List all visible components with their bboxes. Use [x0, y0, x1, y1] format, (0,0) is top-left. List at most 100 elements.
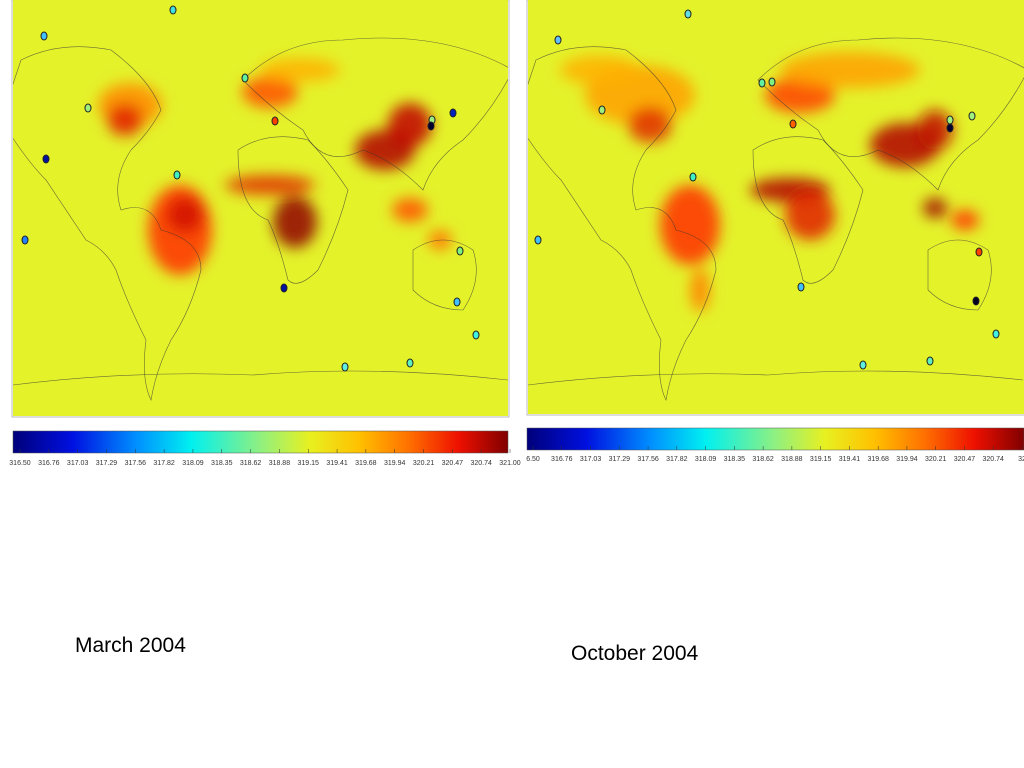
- hotspot: [260, 58, 340, 82]
- coastline: [412, 239, 477, 311]
- coastline: [752, 136, 864, 284]
- station-marker: [472, 330, 480, 340]
- station-marker: [992, 329, 1000, 339]
- map-image: [528, 0, 1024, 414]
- colorbar-label: 316.50: [9, 460, 31, 467]
- colorbar-label: 321.00: [499, 460, 521, 467]
- hotspot: [628, 107, 672, 143]
- colorbar-label: 32: [1018, 456, 1024, 463]
- station-marker: [406, 358, 414, 368]
- hotspot: [951, 210, 979, 230]
- colorbar-label: 318.62: [240, 460, 262, 467]
- station-marker: [169, 5, 177, 15]
- colorbar-label: 319.68: [867, 456, 889, 463]
- station-marker: [768, 77, 776, 87]
- hotspot: [388, 103, 432, 147]
- map-image: [13, 0, 508, 416]
- station-marker: [758, 78, 766, 88]
- colorbar-label: 317.56: [125, 460, 147, 467]
- hotspot: [917, 110, 953, 150]
- map-background: [13, 0, 508, 416]
- station-marker: [42, 154, 50, 164]
- station-marker: [926, 356, 934, 366]
- hotspot: [785, 190, 835, 240]
- station-marker: [449, 108, 457, 118]
- hotspot: [242, 76, 298, 108]
- colorbar-label: 319.68: [355, 460, 377, 467]
- station-marker: [40, 31, 48, 41]
- colorbar-label: 318.88: [781, 456, 803, 463]
- hotspot: [392, 198, 428, 222]
- station-marker: [173, 170, 181, 180]
- station-marker: [946, 123, 954, 133]
- station-marker: [797, 282, 805, 292]
- colorbar-label: 319.41: [326, 460, 348, 467]
- colorbar-label: 320.47: [954, 456, 976, 463]
- station-marker: [427, 121, 435, 131]
- map-caption: October 2004: [571, 642, 699, 665]
- hotspot: [660, 185, 720, 265]
- colorbar-label: 318.62: [752, 456, 774, 463]
- colorbar-label: 317.82: [666, 456, 688, 463]
- colorbar-label: 317.03: [67, 460, 89, 467]
- hotspot: [765, 77, 835, 113]
- coastline: [528, 46, 717, 401]
- coastline: [13, 46, 202, 401]
- colorbar-label: 320.74: [983, 456, 1005, 463]
- colorbar-label: 316.76: [551, 456, 573, 463]
- hotspot: [780, 52, 920, 88]
- colorbar-label: 318.09: [695, 456, 717, 463]
- station-marker: [456, 246, 464, 256]
- colorbar-label: 317.29: [609, 456, 631, 463]
- colorbar-label: 319.41: [839, 456, 861, 463]
- station-marker: [241, 73, 249, 83]
- station-marker: [280, 283, 288, 293]
- colorbar-label: 319.94: [384, 460, 406, 467]
- hotspot: [923, 198, 947, 218]
- coastline: [528, 370, 1024, 386]
- coastline: [13, 370, 508, 386]
- colorbar-label: 320.21: [413, 460, 435, 467]
- station-marker: [859, 360, 867, 370]
- colorbar-label: 319.15: [298, 460, 320, 467]
- station-marker: [453, 297, 461, 307]
- coastline: [242, 37, 508, 191]
- map-panel: 316.50 316.76 317.03 317.29 317.56 317.82 318.…: [9, 0, 521, 467]
- colorbar-label: 319.94: [896, 456, 918, 463]
- colorbar-label: 319.15: [810, 456, 832, 463]
- station-marker: [21, 235, 29, 245]
- hotspots: [98, 58, 452, 275]
- map-caption: March 2004: [75, 634, 186, 657]
- map-panel: 6.50 316.76 317.03 317.29 317.56 317.82 318.09…: [526, 0, 1024, 463]
- station-marker: [341, 362, 349, 372]
- hotspot: [273, 196, 317, 248]
- colorbar: [12, 430, 509, 454]
- hotspot: [107, 104, 143, 136]
- colorbar-label: 318.35: [211, 460, 233, 467]
- coastline: [237, 136, 349, 284]
- station-marker: [689, 172, 697, 182]
- station-marker: [972, 296, 980, 306]
- station-marker: [271, 116, 279, 126]
- colorbar-label: 318.88: [269, 460, 291, 467]
- coastline: [927, 239, 992, 311]
- colorbar-label: 317.03: [580, 456, 602, 463]
- station-marker: [534, 235, 542, 245]
- colorbar-label: 318.35: [724, 456, 746, 463]
- hotspot: [690, 268, 710, 312]
- coastline: [757, 37, 1024, 191]
- station-marker: [968, 111, 976, 121]
- colorbar-label: 317.29: [96, 460, 118, 467]
- station-marker: [946, 115, 954, 125]
- colorbar-label: 316.76: [38, 460, 60, 467]
- colorbar-label: 317.82: [153, 460, 175, 467]
- station-marker: [554, 35, 562, 45]
- station-marker: [789, 119, 797, 129]
- colorbar: [526, 427, 1024, 451]
- hotspot: [167, 197, 203, 233]
- hotspot: [225, 175, 315, 195]
- colorbar-label: 320.47: [442, 460, 464, 467]
- station-marker: [84, 103, 92, 113]
- hotspots: [560, 52, 979, 312]
